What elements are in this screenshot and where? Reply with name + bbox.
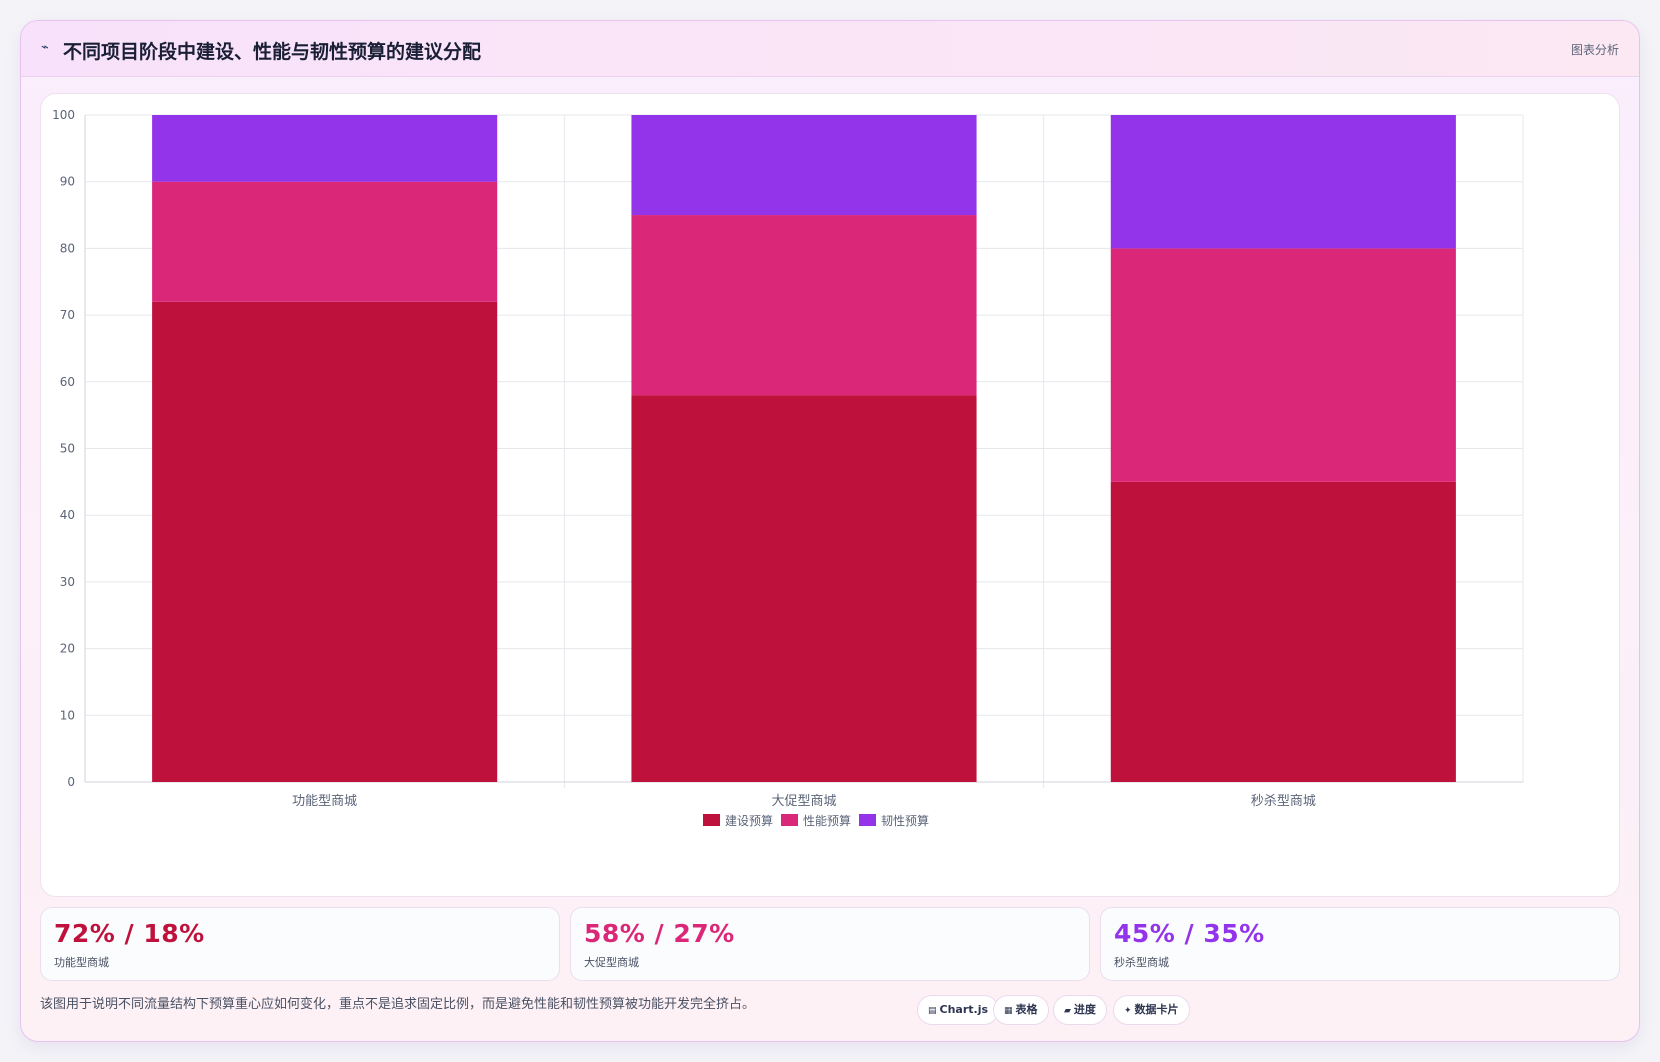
chart-icon: ▤: [928, 1006, 937, 1016]
stat-value: 58% / 27%: [584, 919, 735, 948]
stacked-bar-chart: 0 10 20 30 40 50 60 70 80 90 100 功能型商城 大促型商城 秒杀型商城建设预…: [52, 108, 1524, 828]
bar-segment: [152, 301, 498, 782]
stat-card: 45% / 35% 秒杀型商城: [1100, 907, 1620, 981]
chart-panel: ⌁ 不同项目阶段中建设、性能与韧性预算的建议分配 图表分析 0 10 20 30 40 5…: [20, 20, 1640, 1042]
legend-swatch: [859, 814, 876, 826]
bar-segment: [631, 395, 977, 782]
bar-segment: [1110, 115, 1456, 249]
stat-label: 功能型商城: [54, 956, 109, 969]
y-tick-label: 40: [60, 508, 75, 522]
progress-icon: ▰: [1064, 1006, 1071, 1016]
stat-value: 45% / 35%: [1114, 919, 1265, 948]
bar-segment: [1110, 481, 1456, 782]
legend-label: 性能预算: [803, 813, 851, 828]
legend-label: 建设预算: [725, 813, 773, 828]
x-tick-label: 秒杀型商城: [1251, 794, 1316, 809]
y-tick-label: 50: [60, 442, 75, 456]
header-tag: 图表分析: [1570, 43, 1619, 57]
pill-label: 数据卡片: [1134, 1003, 1179, 1016]
stat-value: 72% / 18%: [54, 919, 205, 948]
stat-card: 58% / 27% 大促型商城: [570, 907, 1090, 981]
bar-segment: [631, 115, 977, 216]
y-tick-label: 100: [52, 108, 75, 122]
legend-swatch: [703, 814, 720, 826]
x-tick-label: 功能型商城: [292, 794, 357, 809]
stat-label: 大促型商城: [584, 956, 639, 969]
pill-label: Chart.js: [939, 1003, 989, 1016]
y-tick-label: 80: [60, 241, 75, 255]
y-tick-label: 30: [60, 575, 75, 589]
footer-note: 该图用于说明不同流量结构下预算重心应如何变化，重点不是追求固定比例，而是避免性能…: [40, 997, 756, 1012]
stats-row: 72% / 18% 功能型商城 58% / 27% 大促型商城 45% / 35…: [40, 907, 1620, 981]
pill-data-cards[interactable]: ✦ 数据卡片: [1113, 995, 1190, 1025]
y-tick-label: 20: [60, 642, 75, 656]
page-title: 不同项目阶段中建设、性能与韧性预算的建议分配: [63, 41, 482, 63]
pill-table[interactable]: ▦ 表格: [993, 995, 1049, 1025]
legend-label: 韧性预算: [881, 813, 929, 828]
pill-label: 表格: [1015, 1003, 1038, 1016]
bar-segment: [631, 215, 977, 396]
bar-segment: [152, 181, 498, 302]
stat-label: 秒杀型商城: [1114, 956, 1169, 969]
y-tick-label: 60: [60, 375, 75, 389]
y-tick-label: 70: [60, 308, 75, 322]
chart-card: 0 10 20 30 40 50 60 70 80 90 100 功能型商城 大促型商城 秒杀型商城建设预…: [40, 93, 1620, 897]
pill-label: 进度: [1073, 1003, 1096, 1016]
pill-chartjs[interactable]: ▤ Chart.js: [917, 995, 1000, 1025]
panel-header: ⌁ 不同项目阶段中建设、性能与韧性预算的建议分配 图表分析: [21, 21, 1639, 77]
bar-segment: [152, 115, 498, 182]
x-tick-label: 大促型商城: [771, 794, 836, 809]
pill-progress[interactable]: ▰ 进度: [1053, 995, 1107, 1025]
y-tick-label: 10: [60, 708, 75, 722]
legend-swatch: [781, 814, 798, 826]
bar-segment: [1110, 248, 1456, 482]
sparkle-icon: ✦: [1124, 1006, 1132, 1016]
y-tick-label: 0: [67, 775, 75, 789]
table-icon: ▦: [1004, 1006, 1013, 1016]
chart-line-icon: ⌁: [41, 40, 49, 55]
y-tick-label: 90: [60, 175, 75, 189]
stat-card: 72% / 18% 功能型商城: [40, 907, 560, 981]
